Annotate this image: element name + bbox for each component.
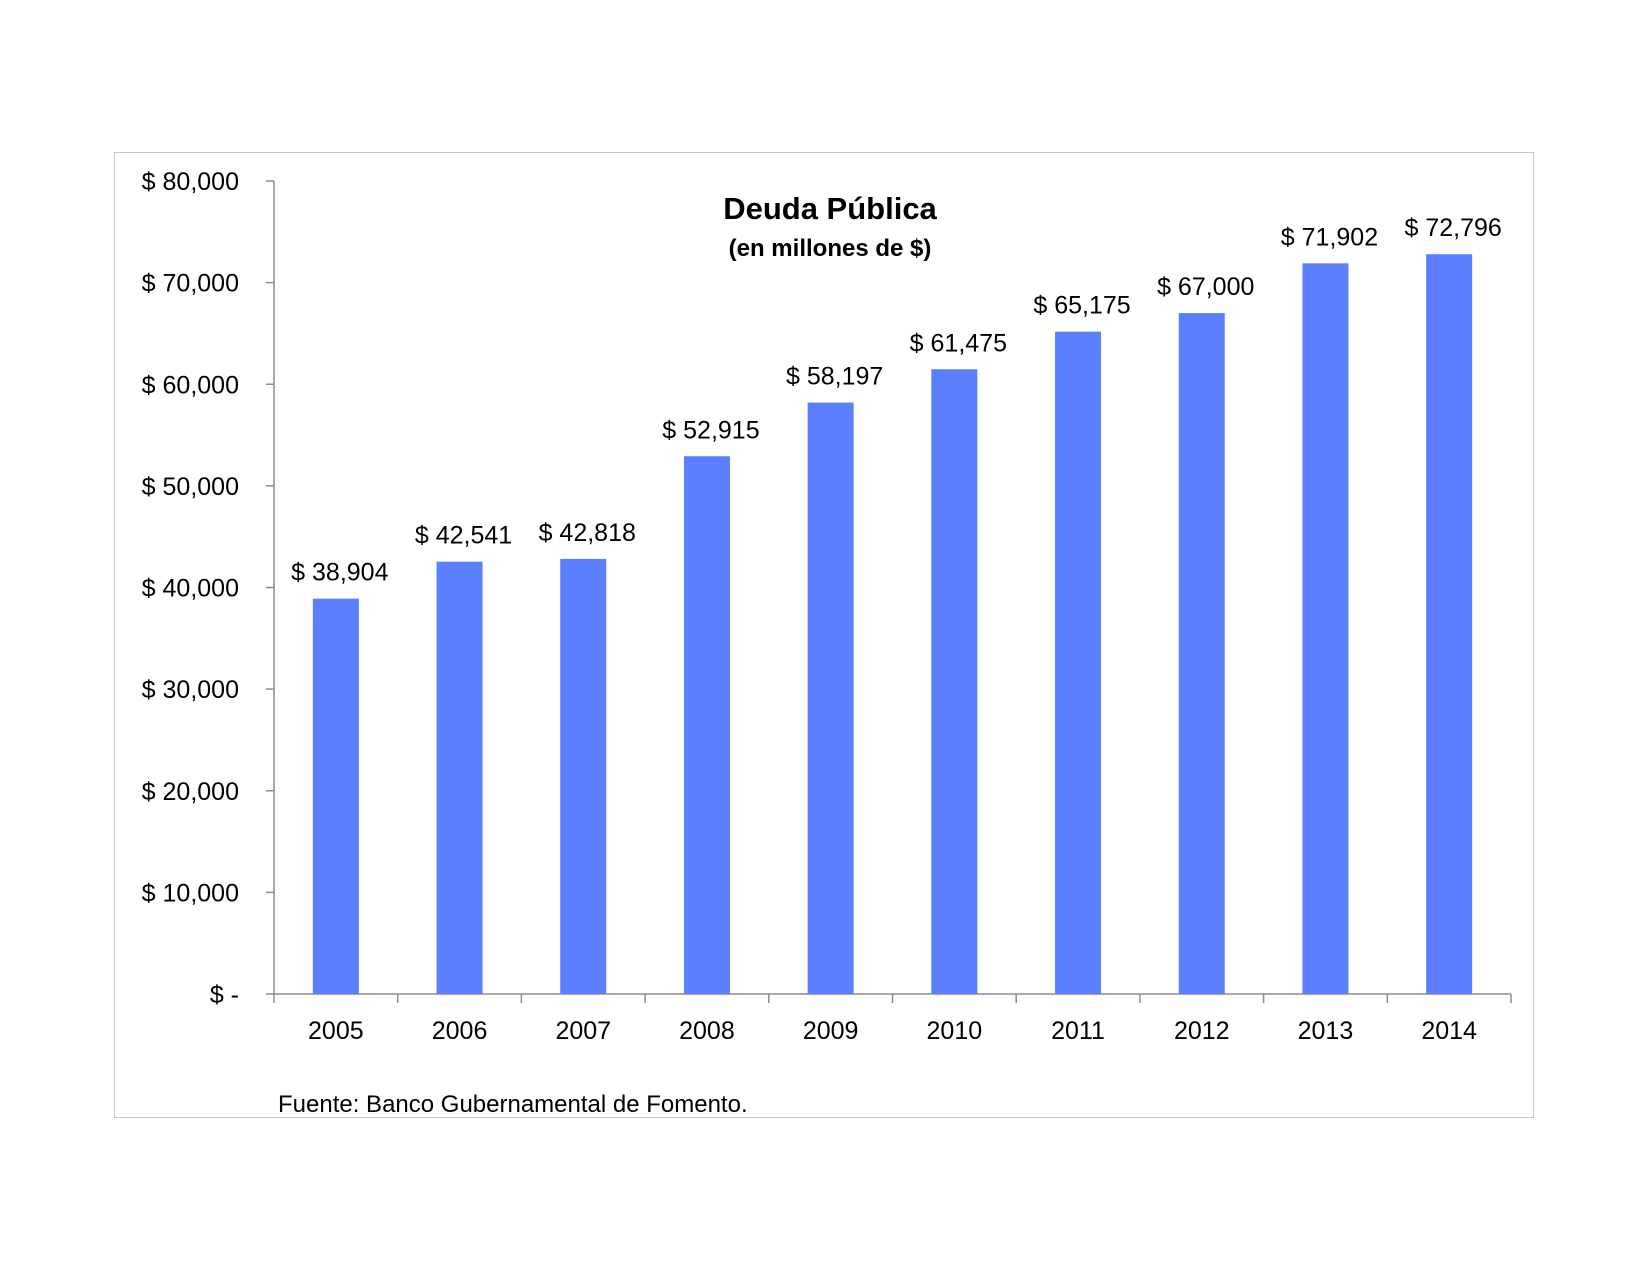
y-tick-label: $ 30,000 xyxy=(142,676,239,704)
x-tick-label: 2007 xyxy=(555,1017,611,1045)
source-note: Fuente: Banco Gubernamental de Fomento. xyxy=(278,1091,748,1118)
bar-2005 xyxy=(312,598,359,994)
bar-2010 xyxy=(931,369,978,994)
bar-2009 xyxy=(807,402,854,994)
x-tick-label: 2010 xyxy=(927,1017,983,1045)
y-tick-label: $ 60,000 xyxy=(142,371,239,399)
data-label-2010: $ 61,475 xyxy=(910,329,1007,357)
bar-2006 xyxy=(436,561,483,994)
x-tick-label: 2005 xyxy=(308,1017,364,1045)
x-tick-label: 2011 xyxy=(1051,1017,1105,1045)
x-tick-label: 2012 xyxy=(1174,1017,1230,1045)
x-tick-label: 2006 xyxy=(432,1017,488,1045)
data-labels: $ 38,904 $ 42,541 $ 42,818 $ 52,915 $ 58,197… xyxy=(291,214,1502,586)
axes: $ - $ 10,000 $ 20,000 $ 30,000 $ 40,000 $ 50,… xyxy=(142,168,1512,1045)
data-label-2006: $ 42,541 xyxy=(415,522,512,550)
data-label-2009: $ 58,197 xyxy=(786,363,883,391)
data-label-2007: $ 42,818 xyxy=(539,519,636,547)
bar-2011 xyxy=(1055,331,1102,994)
x-tick-label: 2013 xyxy=(1298,1017,1354,1045)
chart-title: Deuda Pública xyxy=(723,191,937,226)
data-label-2013: $ 71,902 xyxy=(1281,223,1378,251)
bar-2012 xyxy=(1178,313,1225,994)
data-label-2005: $ 38,904 xyxy=(291,559,388,587)
data-label-2014: $ 72,796 xyxy=(1404,214,1501,242)
data-label-2012: $ 67,000 xyxy=(1157,273,1254,301)
y-tick-label: $ 80,000 xyxy=(142,168,239,196)
data-label-2011: $ 65,175 xyxy=(1033,292,1130,320)
y-tick-label: $ 70,000 xyxy=(142,270,239,298)
x-tick-label: 2014 xyxy=(1421,1017,1477,1045)
bar-2013 xyxy=(1302,263,1349,995)
x-tick-label: 2009 xyxy=(803,1017,859,1045)
x-tick-label: 2008 xyxy=(679,1017,735,1045)
bar-2014 xyxy=(1426,254,1473,995)
y-tick-label: $ 20,000 xyxy=(142,778,239,806)
y-tick-label: $ 50,000 xyxy=(142,473,239,501)
bar-2008 xyxy=(683,456,730,994)
bar-2007 xyxy=(560,558,607,994)
chart-subtitle: (en millones de $) xyxy=(729,235,932,262)
bars xyxy=(312,254,1473,995)
y-tick-label: $ - xyxy=(210,981,239,1009)
y-tick-label: $ 10,000 xyxy=(142,879,239,907)
y-tick-label: $ 40,000 xyxy=(142,575,239,603)
data-label-2008: $ 52,915 xyxy=(662,416,759,444)
